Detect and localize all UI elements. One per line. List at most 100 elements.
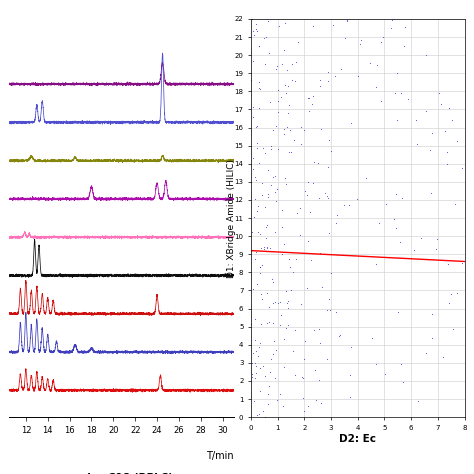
Point [252,248,260,255]
Point [400,378,407,386]
Point [252,359,259,367]
Point [315,194,323,201]
Point [393,116,401,124]
Point [261,244,268,251]
Point [290,347,297,355]
Point [252,370,260,377]
Point [285,148,292,155]
Point [422,107,430,114]
Point [257,245,265,252]
Point [273,62,281,69]
Point [269,126,277,133]
Point [249,285,256,293]
Point [276,390,283,398]
Point [307,256,315,264]
Point [284,304,292,312]
Point [266,98,273,105]
Point [447,290,455,297]
Point [259,407,267,415]
Point [283,89,290,97]
Point [309,179,317,186]
Point [258,191,266,199]
Point [317,339,324,346]
Point [392,225,400,232]
Point [266,368,273,376]
Point [280,336,288,343]
Point [333,211,341,219]
Point [263,319,271,327]
Point [321,189,328,197]
Point [247,178,255,186]
Point [279,60,286,68]
Point [379,33,387,40]
Point [285,321,292,329]
Point [336,332,343,339]
Point [258,295,266,302]
Point [293,210,301,217]
Point [296,231,304,239]
Point [337,332,344,339]
Point [253,144,261,152]
Point [255,104,263,112]
Point [256,264,264,271]
Point [326,229,333,237]
Point [274,86,282,94]
Point [397,89,405,97]
Point [268,355,275,363]
Point [249,27,256,35]
Point [442,128,449,135]
Point [249,113,256,121]
Point [253,411,261,419]
Point [247,320,255,328]
Point [266,244,274,252]
Point [397,360,405,368]
Point [248,370,256,378]
Point [396,237,404,245]
Point [398,194,406,202]
Point [251,195,259,203]
Point [253,26,260,33]
Point [443,160,451,168]
Point [279,206,286,213]
Point [253,122,261,129]
Point [273,122,280,130]
Point [266,382,273,390]
Point [269,299,276,306]
Point [362,174,370,182]
Point [255,42,263,50]
Point [250,213,258,220]
Point [292,327,299,334]
Point [252,347,260,355]
Point [254,228,262,236]
Point [303,191,311,199]
Point [249,154,257,162]
Point [318,399,325,407]
Point [304,402,311,410]
Point [256,269,264,277]
Point [346,393,354,401]
Point [301,188,309,195]
Point [264,18,272,25]
Point [343,16,351,24]
Y-axis label: D1: XBridge Amide (HILIC): D1: XBridge Amide (HILIC) [227,158,236,278]
Point [267,145,274,153]
Point [253,21,260,28]
Point [250,57,257,64]
Point [390,215,398,222]
Point [264,401,272,408]
Point [325,194,332,202]
Point [264,390,272,398]
Point [256,263,264,271]
Point [254,281,261,288]
Point [439,353,447,360]
Point [283,123,291,131]
Point [248,374,256,381]
Point [353,195,361,203]
Point [304,178,311,186]
Point [458,164,465,172]
Point [277,93,285,100]
Point [253,139,261,147]
Point [316,76,324,83]
Point [264,190,272,198]
Point [309,100,316,108]
